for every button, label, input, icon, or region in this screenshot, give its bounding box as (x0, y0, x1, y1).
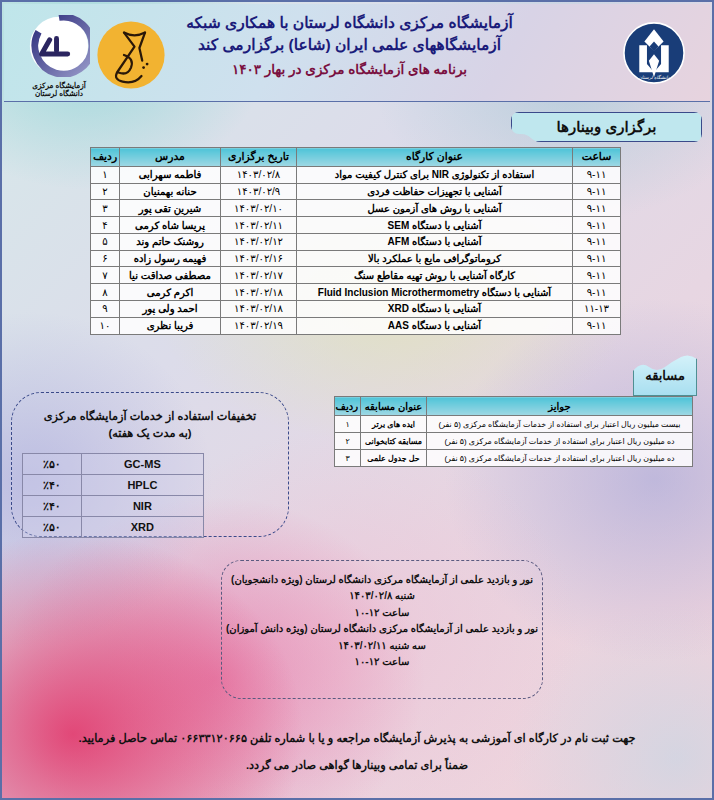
svg-text:دانشگاه لرستان: دانشگاه لرستان (638, 74, 670, 81)
